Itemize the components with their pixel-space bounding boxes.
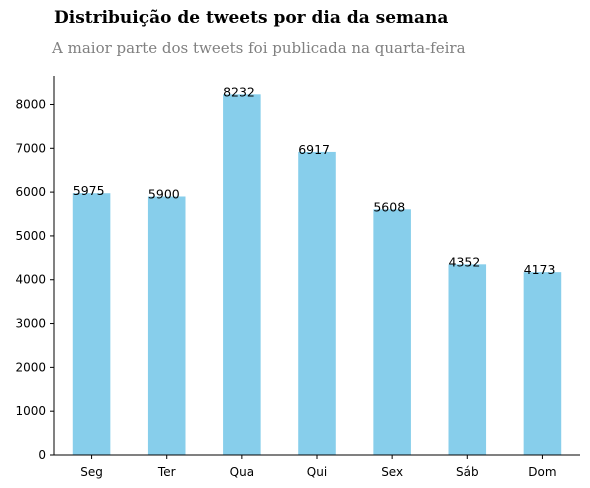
bar: [449, 264, 487, 455]
bar: [298, 152, 336, 455]
y-tick-label: 7000: [15, 141, 46, 155]
x-tick-label: Ter: [157, 465, 176, 479]
data-label: 5975: [73, 183, 105, 198]
y-tick-label: 5000: [15, 229, 46, 243]
x-tick-label: Qua: [230, 465, 254, 479]
data-label: 5608: [373, 199, 405, 214]
data-label: 4173: [524, 262, 556, 277]
y-tick-label: 2000: [15, 360, 46, 374]
x-tick-label: Sex: [381, 465, 403, 479]
data-label: 8232: [223, 84, 255, 99]
bar: [373, 209, 411, 455]
y-tick-label: 6000: [15, 185, 46, 199]
data-label: 5900: [148, 186, 180, 201]
data-label: 4352: [449, 254, 481, 269]
bar: [73, 193, 111, 455]
data-label: 6917: [298, 142, 330, 157]
x-tick-label: Sáb: [456, 465, 479, 479]
x-tick-label: Dom: [528, 465, 556, 479]
y-tick-label: 4000: [15, 273, 46, 287]
bar: [524, 272, 562, 455]
y-tick-label: 8000: [15, 97, 46, 111]
bar: [223, 94, 261, 455]
y-tick-label: 3000: [15, 317, 46, 331]
y-tick-label: 1000: [15, 404, 46, 418]
bar: [148, 196, 186, 455]
x-tick-label: Seg: [80, 465, 103, 479]
y-tick-label: 0: [38, 448, 46, 462]
x-tick-label: Qui: [307, 465, 327, 479]
